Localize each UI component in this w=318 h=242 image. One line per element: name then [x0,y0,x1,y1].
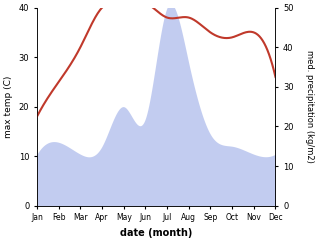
Y-axis label: max temp (C): max temp (C) [4,76,13,138]
Y-axis label: med. precipitation (kg/m2): med. precipitation (kg/m2) [305,50,314,163]
X-axis label: date (month): date (month) [120,228,192,238]
